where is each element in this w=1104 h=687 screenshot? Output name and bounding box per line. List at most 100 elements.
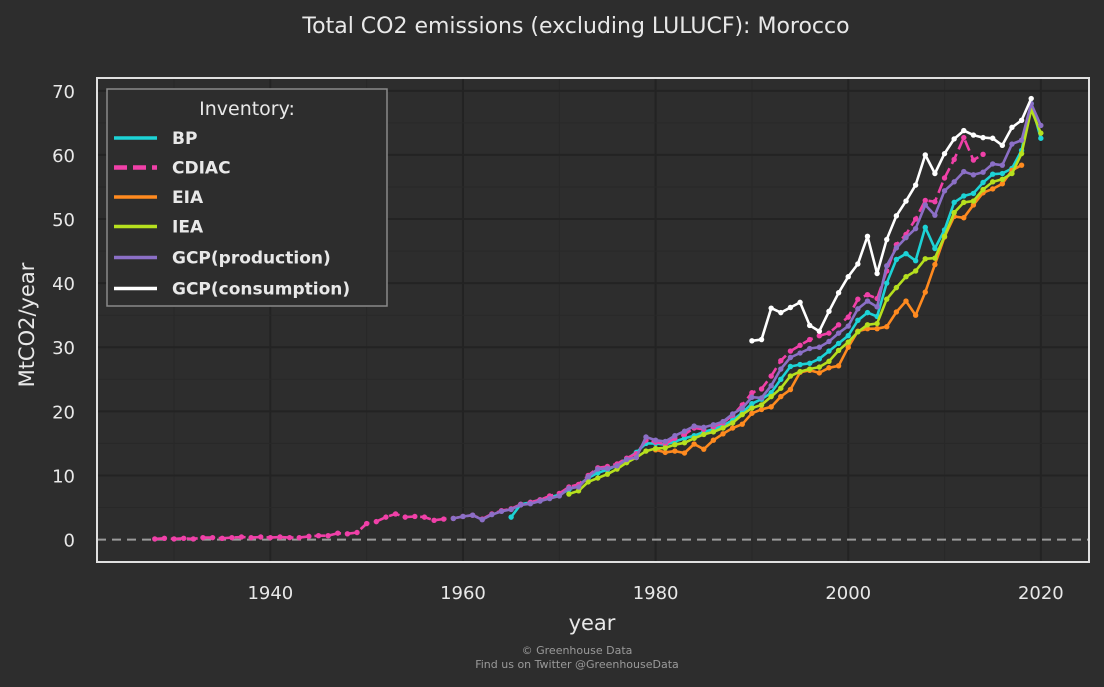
- series-eia: [652, 162, 1025, 456]
- data-point-gcp-production: [556, 493, 562, 499]
- data-point-iea: [1038, 130, 1044, 136]
- data-point-gcp-production: [778, 366, 784, 372]
- data-point-bp: [855, 317, 861, 324]
- data-point-iea: [989, 179, 996, 185]
- data-point-bp: [508, 514, 514, 520]
- data-point-eia: [874, 325, 880, 332]
- data-point-gcp-production: [566, 485, 572, 491]
- data-point-bp: [797, 361, 803, 368]
- data-point-gcp-production: [575, 484, 582, 490]
- data-point-gcp-consumption: [806, 322, 813, 329]
- data-point-eia: [826, 365, 832, 371]
- data-point-cdiac: [267, 534, 274, 541]
- data-point-gcp-consumption: [989, 135, 996, 141]
- data-point-gcp-consumption: [922, 152, 928, 158]
- data-point-gcp-consumption: [893, 213, 900, 219]
- data-point-cdiac: [286, 534, 293, 541]
- y-tick-label: 70: [52, 82, 75, 103]
- data-point-eia: [729, 425, 736, 431]
- data-point-cdiac: [855, 296, 861, 302]
- data-point-gcp-production: [537, 498, 543, 504]
- data-point-eia: [903, 298, 909, 304]
- y-tick-label: 10: [52, 466, 75, 487]
- data-point-cdiac: [161, 535, 168, 541]
- data-point-gcp-consumption: [855, 261, 861, 267]
- data-point-iea: [595, 475, 601, 481]
- data-point-iea: [922, 256, 928, 262]
- data-point-cdiac: [806, 336, 813, 343]
- data-point-gcp-consumption: [903, 198, 909, 204]
- data-point-iea: [729, 420, 736, 426]
- data-point-gcp-consumption: [816, 328, 823, 334]
- data-point-iea: [884, 296, 890, 302]
- data-point-eia: [922, 289, 928, 295]
- data-point-gcp-production: [527, 500, 534, 507]
- y-tick-label: 0: [64, 531, 75, 552]
- data-point-gcp-production: [932, 212, 938, 218]
- series-line-eia: [655, 164, 1023, 455]
- data-point-gcp-production: [787, 354, 794, 361]
- y-axis-label: MtCO2/year: [15, 262, 39, 387]
- data-point-eia: [989, 186, 996, 192]
- data-point-bp: [806, 360, 813, 366]
- data-point-gcp-consumption: [768, 305, 774, 311]
- data-point-eia: [970, 202, 977, 208]
- data-point-gcp-production: [797, 350, 803, 356]
- data-point-cdiac: [941, 175, 948, 181]
- x-tick-label: 1940: [247, 583, 293, 604]
- data-point-gcp-production: [479, 516, 485, 523]
- data-point-cdiac: [797, 342, 803, 349]
- data-point-gcp-production: [469, 512, 476, 518]
- data-point-gcp-production: [739, 405, 745, 411]
- data-point-gcp-production: [710, 422, 717, 428]
- y-tick-label: 60: [52, 146, 75, 167]
- data-point-eia: [720, 431, 726, 437]
- x-tick-label: 1960: [440, 583, 486, 604]
- data-point-eia: [912, 312, 919, 318]
- data-point-iea: [855, 329, 861, 335]
- data-point-iea: [672, 441, 678, 448]
- data-point-eia: [999, 181, 1006, 187]
- data-point-eia: [672, 448, 678, 454]
- data-point-iea: [893, 284, 900, 291]
- data-point-cdiac: [845, 314, 851, 320]
- data-point-iea: [758, 402, 765, 408]
- legend-label-gcp-consumption: GCP(consumption): [172, 280, 350, 300]
- data-point-cdiac: [421, 514, 428, 520]
- data-point-gcp-production: [729, 411, 736, 417]
- data-point-eia: [893, 309, 900, 315]
- credit-copyright: © Greenhouse Data: [522, 644, 633, 657]
- data-point-gcp-production: [672, 433, 678, 439]
- data-point-bp: [826, 348, 832, 354]
- data-point-gcp-production: [845, 323, 851, 329]
- data-point-eia: [739, 421, 745, 427]
- data-point-iea: [585, 479, 591, 485]
- data-point-cdiac: [392, 511, 399, 517]
- data-point-gcp-consumption: [797, 299, 803, 306]
- data-point-gcp-consumption: [884, 236, 890, 243]
- data-point-cdiac: [277, 534, 283, 540]
- data-point-gcp-production: [970, 172, 977, 178]
- data-point-iea: [691, 435, 697, 441]
- data-point-iea: [768, 393, 774, 400]
- data-point-cdiac: [912, 216, 919, 222]
- series-line-iea: [568, 108, 1043, 496]
- data-point-cdiac: [922, 197, 928, 204]
- series-iea: [566, 106, 1044, 497]
- data-point-bp: [816, 356, 823, 362]
- data-point-cdiac: [758, 386, 765, 392]
- data-point-gcp-production: [749, 394, 755, 400]
- data-point-gcp-production: [1018, 137, 1025, 143]
- data-point-eia: [884, 324, 890, 330]
- data-point-bp: [835, 340, 842, 347]
- data-point-eia: [691, 441, 697, 447]
- data-point-cdiac: [864, 291, 871, 298]
- data-point-bp: [1038, 135, 1044, 141]
- plot-frame: [96, 77, 1090, 563]
- data-point-bp: [951, 199, 957, 206]
- data-point-cdiac: [778, 358, 784, 364]
- data-point-gcp-production: [508, 506, 514, 513]
- data-point-gcp-production: [806, 345, 813, 352]
- data-point-gcp-consumption: [845, 274, 851, 280]
- data-point-gcp-production: [980, 169, 986, 175]
